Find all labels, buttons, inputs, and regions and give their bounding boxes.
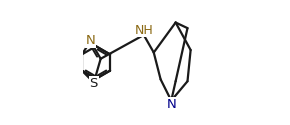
Text: NH: NH bbox=[134, 24, 153, 37]
Text: N: N bbox=[166, 98, 176, 111]
Text: S: S bbox=[90, 77, 98, 90]
Text: N: N bbox=[86, 34, 95, 47]
